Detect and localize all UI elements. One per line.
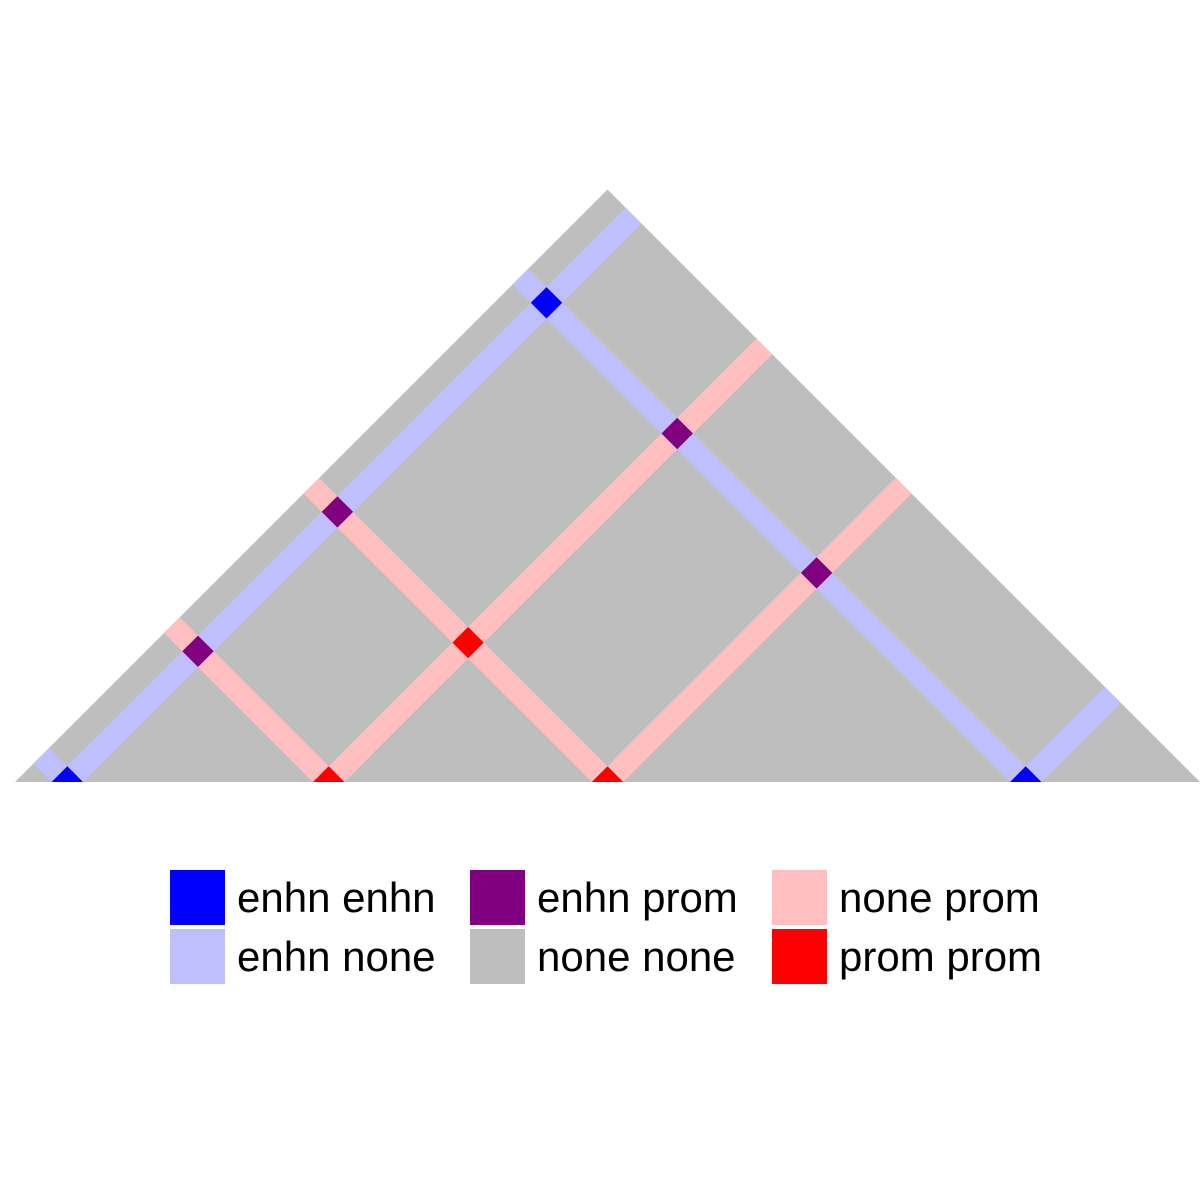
- diagonal-cell: [591, 766, 624, 782]
- legend-label: prom prom: [839, 932, 1043, 980]
- legend-swatch: [772, 870, 827, 925]
- legend-label: enhn prom: [537, 873, 738, 921]
- band-cell: [607, 477, 912, 782]
- intersection-cell: [321, 496, 354, 528]
- legend-label: enhn none: [237, 932, 436, 980]
- diagonal-cell: [313, 766, 345, 782]
- band-cell: [512, 268, 1026, 782]
- legend-item-enhn-none: enhn none: [170, 929, 470, 984]
- legend-swatch: [470, 870, 525, 925]
- legend-label: none none: [537, 932, 736, 980]
- legend: enhn enhn enhn prom none prom enhn none …: [170, 870, 1072, 984]
- legend-label: enhn enhn: [237, 873, 436, 921]
- intersection-cell: [800, 557, 833, 589]
- intersection-cell: [661, 417, 693, 450]
- legend-item-none-none: none none: [470, 929, 772, 984]
- intersection-cell: [530, 287, 563, 319]
- band-cell: [67, 207, 642, 783]
- legend-item-enhn-enhn: enhn enhn: [170, 870, 470, 925]
- band-cell: [33, 748, 68, 782]
- band-cell: [1025, 687, 1121, 782]
- legend-swatch: [772, 929, 827, 984]
- diagonal-cell: [51, 766, 83, 782]
- legend-item-none-prom: none prom: [772, 870, 1072, 925]
- legend-swatch: [470, 929, 525, 984]
- legend-swatch: [170, 870, 225, 925]
- band-cell: [303, 477, 608, 782]
- legend-item-prom-prom: prom prom: [772, 929, 1072, 984]
- band-cell: [328, 338, 773, 782]
- triangle-background: [15, 189, 1200, 782]
- diagonal-cell: [1010, 766, 1042, 782]
- legend-item-enhn-prom: enhn prom: [470, 870, 772, 925]
- intersection-cell: [182, 635, 214, 667]
- intersection-cell: [452, 626, 484, 659]
- legend-swatch: [170, 929, 225, 984]
- legend-label: none prom: [839, 873, 1040, 921]
